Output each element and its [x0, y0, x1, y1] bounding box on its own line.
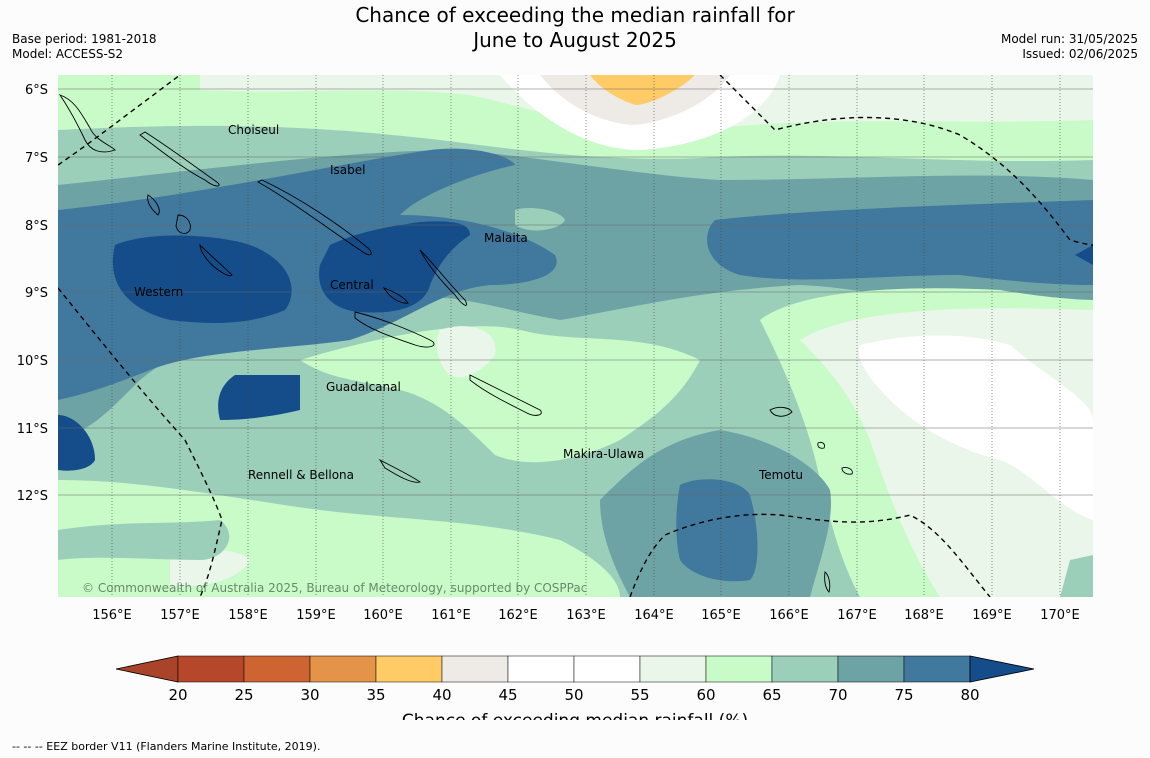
graticule: [111, 75, 1061, 597]
lon-label-159e: 159°E: [296, 608, 336, 623]
coastlines: [58, 94, 853, 593]
base-period: Base period: 1981-2018: [12, 32, 157, 46]
colorbar-bin: [705, 655, 773, 683]
lat-label-8s: 8°S: [25, 219, 48, 234]
lon-label-167e: 167°E: [837, 608, 877, 623]
colorbar-tick-label: 75: [894, 686, 913, 704]
colorbar: 20 25 30 35 40 45 50 55 60 65 70 75 80: [115, 655, 1035, 704]
lon-label-158e: 158°E: [228, 608, 268, 623]
colorbar-tick-label: 80: [960, 686, 979, 704]
colorbar-extend-high: [969, 655, 1035, 683]
colorbar-tick-label: 40: [432, 686, 451, 704]
region-label-western: Western: [134, 285, 183, 299]
colorbar-bin: [441, 655, 509, 683]
colorbar-tick-label: 70: [828, 686, 847, 704]
lon-label-161e: 161°E: [431, 608, 471, 623]
lon-label-160e: 160°E: [363, 608, 403, 623]
region-label-choiseul: Choiseul: [228, 123, 279, 137]
lat-label-7s: 7°S: [25, 151, 48, 166]
colorbar-bin: [903, 655, 971, 683]
colorbar-bin: [309, 655, 377, 683]
lat-label-9s: 9°S: [25, 286, 48, 301]
region-label-isabel: Isabel: [330, 163, 365, 177]
eez-footnote: -- -- -- EEZ border V11 (Flanders Marine…: [12, 740, 321, 753]
colorbar-tick-label: 65: [762, 686, 781, 704]
colorbar-bin: [771, 655, 839, 683]
lat-label-12s: 12°S: [17, 489, 48, 504]
lon-label-164e: 164°E: [634, 608, 674, 623]
colorbar-tick-label: 20: [168, 686, 187, 704]
lon-label-165e: 165°E: [701, 608, 741, 623]
lon-label-156e: 156°E: [92, 608, 132, 623]
region-label-guadalcanal: Guadalcanal: [326, 380, 401, 394]
issued-date: Issued: 02/06/2025: [1022, 47, 1138, 61]
copyright-notice: © Commonwealth of Australia 2025, Bureau…: [82, 581, 587, 595]
region-label-rennell: Rennell & Bellona: [248, 468, 354, 482]
colorbar-bin: [573, 655, 641, 683]
lat-label-6s: 6°S: [25, 83, 48, 98]
lon-label-169e: 169°E: [972, 608, 1012, 623]
colorbar-bin: [837, 655, 905, 683]
region-label-malaita: Malaita: [484, 231, 528, 245]
lon-label-157e: 157°E: [160, 608, 200, 623]
colorbar-bin: [177, 655, 245, 683]
lat-label-11s: 11°S: [17, 422, 48, 437]
colorbar-tick-label: 25: [234, 686, 253, 704]
model-run: Model run: 31/05/2025: [1000, 32, 1138, 46]
colorbar-bin: [507, 655, 575, 683]
colorbar-label: Chance of exceeding median rainfall (%): [402, 711, 748, 720]
lon-label-162e: 162°E: [498, 608, 538, 623]
model-name: Model: ACCESS-S2: [12, 47, 124, 61]
region-label-makira: Makira-Ulawa: [563, 447, 644, 461]
colorbar-extend-low: [115, 655, 179, 683]
lon-label-170e: 170°E: [1040, 608, 1080, 623]
colorbar-tick-label: 30: [300, 686, 319, 704]
colorbar-tick-label: 45: [498, 686, 517, 704]
contour-fills: [58, 75, 1093, 597]
lon-label-168e: 168°E: [904, 608, 944, 623]
colorbar-tick-label: 35: [366, 686, 385, 704]
rainfall-map: Choiseul Isabel Malaita Central Western …: [17, 75, 1093, 720]
colorbar-tick-label: 50: [564, 686, 583, 704]
colorbar-tick-label: 55: [630, 686, 649, 704]
map-title-line2: June to August 2025: [473, 28, 677, 52]
lon-label-163e: 163°E: [566, 608, 606, 623]
region-label-temotu: Temotu: [758, 468, 803, 482]
colorbar-bin: [243, 655, 311, 683]
colorbar-bin: [639, 655, 707, 683]
eez-border: [58, 75, 1093, 597]
lat-label-10s: 10°S: [17, 354, 48, 369]
region-label-central: Central: [330, 278, 374, 292]
colorbar-tick-label: 60: [696, 686, 715, 704]
lon-label-166e: 166°E: [769, 608, 809, 623]
map-title-line1: Chance of exceeding the median rainfall …: [355, 3, 795, 27]
latitude-lines: [58, 88, 1093, 496]
colorbar-bin: [375, 655, 443, 683]
